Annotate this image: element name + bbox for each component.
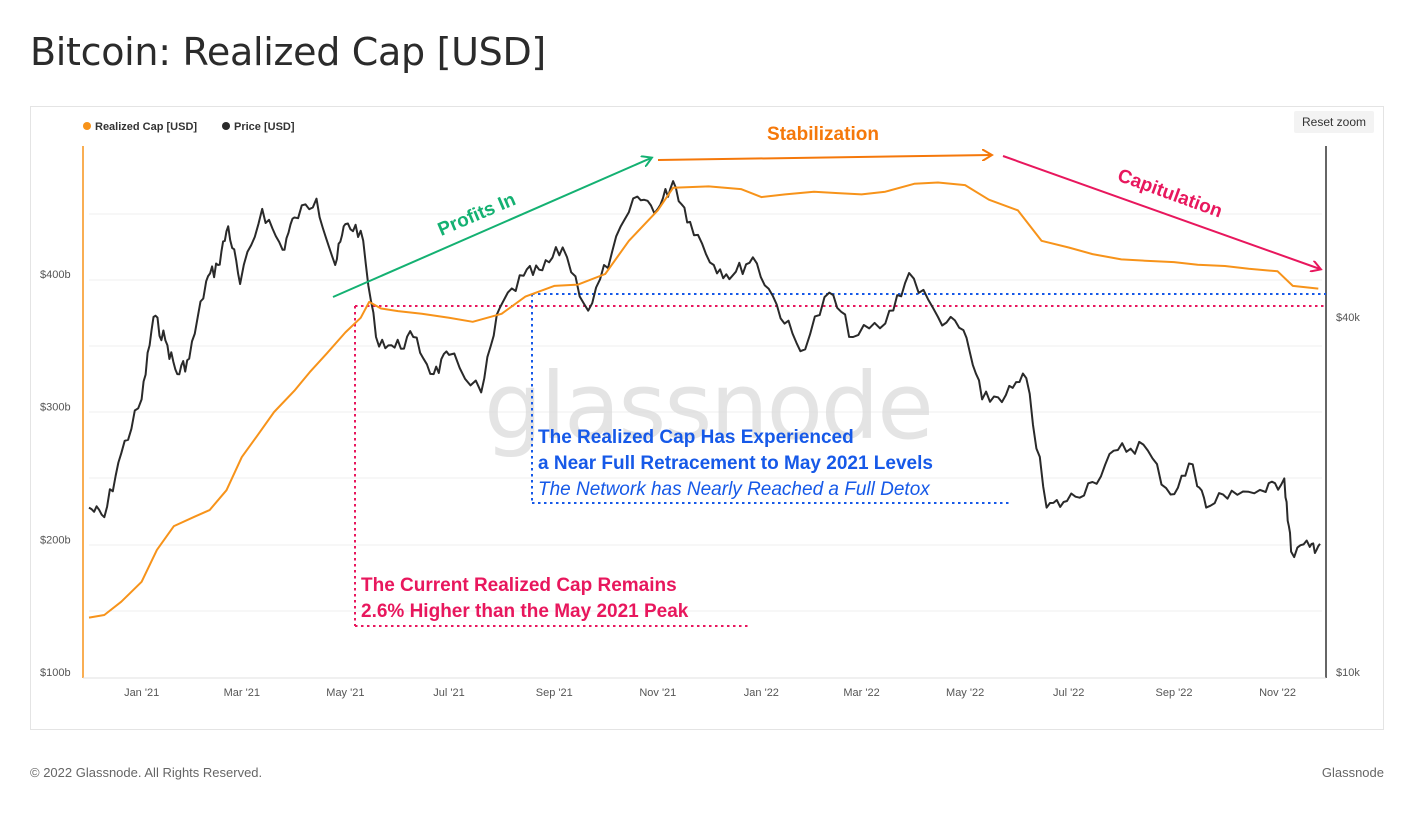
chart-frame[interactable] [30, 106, 1384, 730]
legend[interactable]: Realized Cap [USD] Price [USD] [83, 121, 295, 133]
x-tick-label: May '21 [326, 687, 364, 699]
legend-price-dot [222, 122, 230, 130]
legend-realized-cap-label[interactable]: Realized Cap [USD] [95, 121, 197, 133]
x-tick-label: Sep '21 [536, 687, 573, 699]
y-right-tick-label: $40k [1336, 312, 1360, 324]
y-right-tick-label: $10k [1336, 667, 1360, 679]
x-tick-label: Jan '22 [744, 687, 779, 699]
x-tick-label: Mar '22 [843, 687, 879, 699]
y-left-tick-label: $200b [40, 534, 71, 546]
profits-in-label: Profits In [435, 189, 519, 241]
capitulation-arrow [1002, 155, 1320, 269]
blue-annotation-line1: The Realized Cap Has Experienced [538, 427, 854, 448]
x-tick-label: Nov '22 [1259, 687, 1296, 699]
stabilization-arrow [657, 155, 991, 160]
y-left-tick-label: $100b [40, 667, 71, 679]
red-annotation-line1: The Current Realized Cap Remains [361, 575, 677, 596]
y-left-tick-label: $400b [40, 269, 71, 281]
realized-cap-series-line [88, 181, 1319, 619]
x-tick-label: Jul '22 [1053, 687, 1084, 699]
x-tick-label: Sep '22 [1155, 687, 1192, 699]
stabilization-label: Stabilization [767, 124, 879, 145]
x-tick-label: Mar '21 [224, 687, 260, 699]
footer-copyright: © 2022 Glassnode. All Rights Reserved. [30, 765, 263, 780]
x-tick-label: May '22 [946, 687, 984, 699]
legend-price-label[interactable]: Price [USD] [234, 121, 295, 133]
watermark: glassnode [484, 353, 932, 460]
y-axis-left-ticks: $100b $200b $300b $400b [40, 269, 71, 679]
footer-brand: Glassnode [1321, 765, 1384, 780]
x-tick-label: Nov '21 [639, 687, 676, 699]
red-annotation-line2: 2.6% Higher than the May 2021 Peak [361, 601, 689, 622]
x-tick-label: Jan '21 [124, 687, 159, 699]
price-series-line [88, 180, 1321, 559]
y-axis-right-ticks: $10k $40k [1336, 312, 1360, 679]
blue-annotation-line2: a Near Full Retracement to May 2021 Leve… [538, 453, 933, 474]
page-title: Bitcoin: Realized Cap [USD] [30, 30, 546, 74]
blue-annotation-line3: The Network has Nearly Reached a Full De… [538, 479, 931, 500]
reset-zoom-button[interactable]: Reset zoom [1294, 111, 1375, 133]
legend-realized-cap-dot [83, 122, 91, 130]
profits-in-arrow [332, 158, 651, 298]
x-axis-ticks: Jan '21 Mar '21 May '21 Jul '21 Sep '21 Nov '… [124, 687, 1296, 699]
x-tick-label: Jul '21 [433, 687, 464, 699]
y-left-tick-label: $300b [40, 402, 71, 414]
